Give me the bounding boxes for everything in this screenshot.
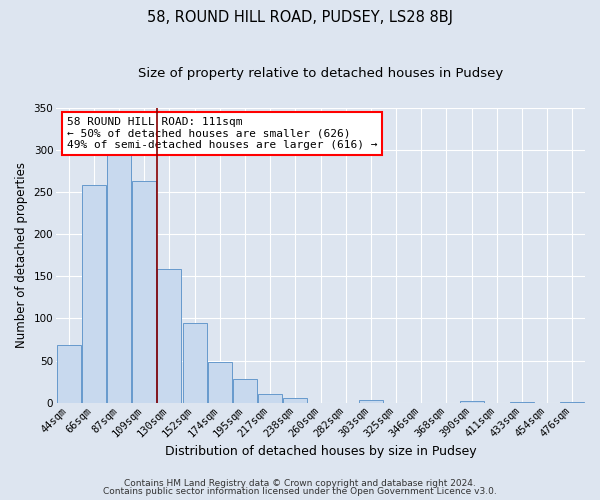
Bar — [208, 362, 232, 403]
Text: 58, ROUND HILL ROAD, PUDSEY, LS28 8BJ: 58, ROUND HILL ROAD, PUDSEY, LS28 8BJ — [147, 10, 453, 25]
Bar — [82, 186, 106, 402]
Bar — [460, 401, 484, 402]
Bar — [283, 398, 307, 402]
Bar — [233, 379, 257, 402]
Bar — [182, 322, 206, 402]
Bar — [258, 394, 282, 402]
Title: Size of property relative to detached houses in Pudsey: Size of property relative to detached ho… — [138, 68, 503, 80]
Bar — [359, 400, 383, 402]
X-axis label: Distribution of detached houses by size in Pudsey: Distribution of detached houses by size … — [165, 444, 476, 458]
Text: 58 ROUND HILL ROAD: 111sqm
← 50% of detached houses are smaller (626)
49% of sem: 58 ROUND HILL ROAD: 111sqm ← 50% of deta… — [67, 117, 377, 150]
Text: Contains HM Land Registry data © Crown copyright and database right 2024.: Contains HM Land Registry data © Crown c… — [124, 478, 476, 488]
Bar — [57, 346, 80, 403]
Text: Contains public sector information licensed under the Open Government Licence v3: Contains public sector information licen… — [103, 487, 497, 496]
Bar — [157, 269, 181, 402]
Y-axis label: Number of detached properties: Number of detached properties — [15, 162, 28, 348]
Bar — [107, 154, 131, 402]
Bar — [132, 182, 156, 402]
